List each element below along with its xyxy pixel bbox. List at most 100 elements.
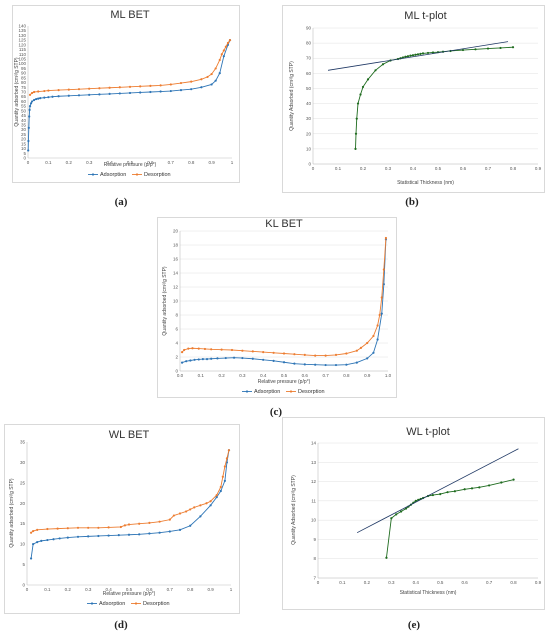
data-point-adsorption <box>148 532 151 535</box>
data-point-desorption <box>223 465 226 468</box>
data-point-data <box>470 487 474 490</box>
data-point-desorption <box>359 346 363 349</box>
data-point-adsorption <box>210 357 213 360</box>
y-tick-label: 0 <box>23 156 26 161</box>
data-point-desorption <box>197 347 200 350</box>
fit-line <box>327 41 509 71</box>
y-tick-label: 5 <box>23 151 26 156</box>
data-point-adsorption <box>272 359 275 362</box>
y-tick-label: 12 <box>173 285 179 290</box>
data-point-data <box>356 102 360 105</box>
data-point-data <box>426 51 430 55</box>
x-tick-label: 0.7 <box>168 160 175 165</box>
legend-marker <box>289 390 293 393</box>
y-tick-label: 50 <box>21 108 27 113</box>
data-point-desorption <box>158 520 161 523</box>
data-point-desorption <box>193 506 196 509</box>
data-point-desorption <box>88 87 91 90</box>
data-point-adsorption <box>97 534 100 538</box>
data-point-adsorption <box>67 94 70 97</box>
x-tick-label: 0.4 <box>413 580 420 585</box>
data-point-adsorption <box>118 92 121 95</box>
data-point-data <box>488 484 491 487</box>
x-tick-label: 0.5 <box>437 580 444 585</box>
data-point-adsorption <box>303 363 306 366</box>
series-line-desorption <box>181 237 387 357</box>
y-tick-label: 6 <box>175 327 178 332</box>
x-tick-label: 0.6 <box>460 166 467 171</box>
x-tick-label: 0.3 <box>85 587 92 592</box>
chart-kl-bet: KL BET 0.0 0.1 0.2 0.3 0.4 0.5 0.6 0.7 0.8 0.9 1.0 0… <box>162 218 392 395</box>
data-point-desorption <box>32 529 35 533</box>
data-point-data <box>400 510 403 513</box>
data-point-desorption <box>303 353 306 356</box>
sublabel-e: (e) <box>407 619 421 631</box>
data-point-adsorption <box>222 55 225 58</box>
data-point-adsorption <box>28 115 31 118</box>
x-tick-label: 0.4 <box>410 166 417 171</box>
data-point-adsorption <box>149 90 152 94</box>
y-tick-label: 14 <box>173 271 179 276</box>
chart-panel-ml-bet: ML BET 0 0.1 0.2 0.3 0.4 0.5 0.6 0.7 0.8 0.9 1 0 5 10 1… <box>12 5 240 183</box>
data-point-data <box>461 48 465 52</box>
data-point-desorption <box>227 449 231 452</box>
data-point-adsorption <box>127 533 131 536</box>
data-point-desorption <box>203 347 207 351</box>
y-tick-label: 30 <box>21 127 27 132</box>
data-point-adsorption <box>169 89 172 93</box>
y-tick-label: 60 <box>306 71 312 76</box>
data-point-desorption <box>226 41 230 45</box>
data-point-data <box>446 491 449 494</box>
data-point-desorption <box>29 531 33 534</box>
y-axis-label: Quantity Adsorbed (cm³/g STP) <box>291 475 297 545</box>
data-point-data <box>404 55 407 58</box>
data-point-adsorption <box>180 361 184 364</box>
y-axis-label: Quantity adsorbed (cm³/g STP) <box>9 478 15 548</box>
data-point-data <box>409 54 412 57</box>
data-point-data <box>411 54 415 57</box>
data-point-adsorption <box>251 357 254 360</box>
y-tick-label: 13 <box>311 460 317 465</box>
data-point-data <box>486 47 490 50</box>
data-point-adsorption <box>179 89 183 92</box>
x-tick-label: 0.7 <box>485 166 492 171</box>
data-point-adsorption <box>223 479 226 482</box>
data-point-data <box>453 490 456 493</box>
x-tick-label: 0.1 <box>335 166 342 171</box>
data-point-adsorption <box>189 524 192 527</box>
data-point-adsorption <box>77 94 81 97</box>
x-tick-label: 0.3 <box>385 166 392 171</box>
data-point-desorption <box>148 521 151 524</box>
data-point-desorption <box>355 349 358 352</box>
y-tick-label: 80 <box>306 41 312 46</box>
x-tick-label: 0.3 <box>388 580 395 585</box>
x-tick-label: 0.2 <box>218 373 225 378</box>
chart-title: KL BET <box>265 218 303 230</box>
data-point-desorption <box>210 72 213 76</box>
y-tick-label: 140 <box>18 24 26 29</box>
chart-title: ML BET <box>110 9 150 21</box>
data-point-data <box>354 147 357 150</box>
data-point-desorption <box>230 348 234 352</box>
data-point-adsorption <box>197 358 200 361</box>
data-point-adsorption <box>108 92 111 95</box>
data-point-desorption <box>222 49 225 52</box>
x-tick-label: 0.1 <box>45 160 52 165</box>
data-point-adsorption <box>158 531 161 534</box>
y-tick-label: 5 <box>22 562 25 567</box>
data-point-adsorption <box>29 102 33 105</box>
x-tick-label: 0.9 <box>535 580 542 585</box>
y-tick-label: 20 <box>20 501 26 506</box>
data-point-desorption <box>127 523 131 526</box>
fit-line <box>356 448 519 534</box>
data-point-adsorption <box>128 91 132 95</box>
y-tick-label: 4 <box>175 341 178 346</box>
data-point-adsorption <box>201 358 204 361</box>
y-tick-label: 70 <box>306 56 312 61</box>
data-point-desorption <box>380 296 383 299</box>
data-point-desorption <box>97 526 100 529</box>
y-tick-label: 20 <box>306 131 312 136</box>
data-point-desorption <box>30 91 34 95</box>
data-point-desorption <box>366 341 369 345</box>
chart-wl-tplot: WL t-plot 0 0.1 0.2 0.3 0.4 0.5 0.6 0.7 0.8 0.9 7 8 9… <box>291 426 542 596</box>
